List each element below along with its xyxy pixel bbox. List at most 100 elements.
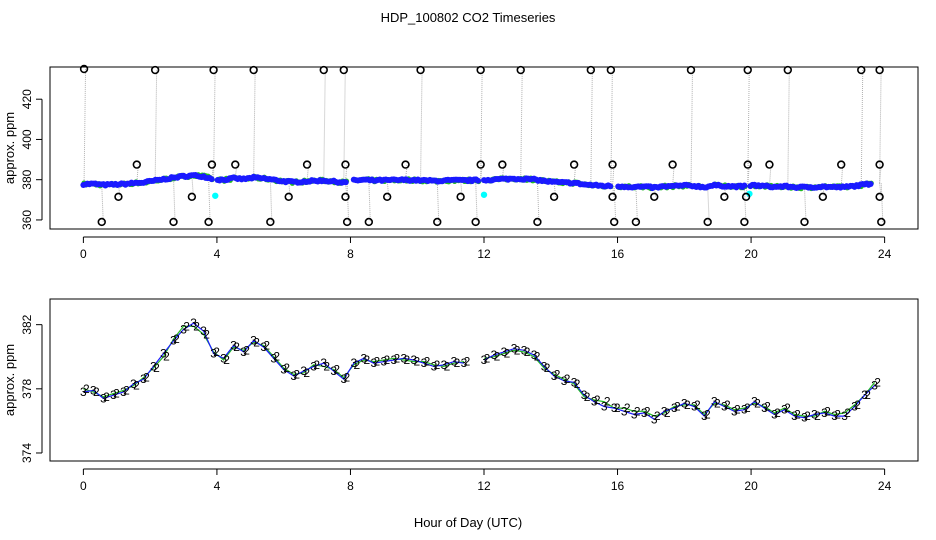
series-green-marker: 2: [684, 398, 691, 412]
series-green-marker: 2: [373, 355, 380, 369]
series-green-marker: 2: [113, 387, 120, 401]
series-blue-marker: 3: [350, 356, 357, 370]
outlier-low-circle: [720, 192, 729, 202]
raw-spike-line: [707, 186, 710, 222]
panel-raw-x-axis: 0 4 8 12 16 20 24: [80, 236, 892, 261]
raw-spike-line: [803, 187, 807, 222]
series-green-marker: 2: [143, 371, 150, 385]
series-green-marker: 2: [263, 339, 270, 353]
raw-spike-line: [343, 70, 346, 183]
series-green-marker: 2: [123, 383, 130, 397]
raw-spike-line: [253, 70, 256, 178]
outlier-low-circle: [703, 217, 712, 227]
raw-spike-line: [480, 70, 483, 181]
series-green-marker: 2: [464, 355, 471, 369]
series-green-marker: 2: [744, 401, 751, 415]
panel-detail-y-tick-label: 374: [20, 443, 34, 463]
series-cyan-point: [480, 191, 488, 198]
raw-spike-line: [613, 186, 617, 222]
raw-spike-line: [520, 70, 523, 179]
series-green-marker: 2: [203, 327, 210, 341]
panel-raw-y-tick-label: 380: [20, 169, 34, 189]
series-blue-marker: 3: [130, 377, 137, 391]
outlier-high-circle: [249, 65, 258, 75]
raw-spike-line: [860, 70, 864, 186]
series-green-marker: 2: [303, 366, 310, 380]
series-blue-marker: 3: [170, 334, 177, 348]
series-blue-point: [208, 176, 215, 183]
outlier-low-circle: [341, 192, 350, 202]
outlier-low-circle: [382, 192, 392, 202]
series-blue-marker: 3: [821, 406, 828, 420]
outlier-low-circle: [114, 192, 123, 202]
raw-spike-line: [743, 186, 747, 222]
outlier-mid-circle: [569, 160, 579, 169]
panel-detail-x-tick-label: 8: [347, 479, 354, 493]
outlier-low-circle: [549, 192, 559, 202]
series-blue-marker: 3: [831, 409, 838, 423]
raw-spike-line: [747, 164, 750, 187]
series-green-marker: 2: [253, 335, 260, 349]
panel-raw-x-tick-label: 16: [611, 247, 625, 261]
series-green-marker: 2: [784, 401, 791, 415]
series-blue-marker: 3: [250, 334, 257, 348]
series-green-marker: 2: [343, 371, 350, 385]
outlier-mid-circle: [207, 160, 217, 169]
outlier-mid-circle: [231, 160, 240, 169]
series-blue-marker: 3: [581, 388, 588, 402]
series-blue-marker: 3: [310, 359, 317, 373]
series-blue-marker: 3: [110, 388, 117, 402]
series-green-marker: 2: [133, 379, 140, 393]
outlier-mid-circle: [302, 160, 312, 169]
series-blue-marker: 3: [120, 385, 127, 399]
panel-detail-x-tick-label: 0: [80, 479, 87, 493]
series-blue-marker: 3: [811, 407, 818, 421]
series-green-marker: 2: [854, 398, 861, 412]
panel-raw-x-tick-label: 4: [214, 247, 221, 261]
series-green-marker: 2: [223, 353, 230, 367]
series-green-marker: 2: [814, 409, 821, 423]
raw-spike-line: [610, 70, 613, 187]
series-blue-marker: 3: [851, 399, 858, 413]
series-green-marker: 2: [844, 406, 851, 420]
series-green-marker: 2: [514, 343, 521, 357]
panel-detail-x-tick-label: 20: [744, 479, 758, 493]
raw-spike-line: [822, 186, 825, 197]
raw-spike-line: [480, 164, 483, 181]
panel-raw-x-tick-label: 20: [744, 247, 758, 261]
series-green-marker: 2: [424, 355, 431, 369]
series-green-marker: 2: [584, 390, 591, 404]
series-blue-marker: 3: [391, 353, 398, 367]
series-green-marker: 2: [93, 385, 100, 399]
outlier-high-circle: [606, 65, 616, 75]
series-blue-marker: 3: [491, 348, 498, 362]
series-green-marker: 2: [363, 353, 370, 367]
raw-spike-line: [173, 177, 176, 222]
series-green-marker: 2: [414, 355, 421, 369]
series-blue-marker: 3: [571, 375, 578, 389]
series-green-marker: 2: [734, 403, 741, 417]
outlier-mid-circle: [668, 160, 677, 169]
raw-spike-line: [269, 179, 273, 222]
series-blue-marker: 3: [210, 347, 217, 361]
series-blue-marker: 3: [771, 407, 778, 421]
series-green-marker: 2: [594, 393, 601, 407]
series-blue-marker: 3: [801, 411, 808, 425]
series-green-marker: 2: [434, 358, 441, 372]
raw-spike-line: [346, 181, 350, 222]
raw-spike-line: [386, 180, 390, 197]
series-green-marker: 2: [83, 382, 90, 396]
series-blue-marker: 3: [611, 401, 618, 415]
outlier-low-circle: [342, 217, 352, 227]
raw-spike-line: [101, 184, 104, 222]
series-blue-marker: 3: [751, 395, 758, 409]
series-green-marker: 2: [774, 406, 781, 420]
series-blue-marker: 3: [180, 322, 187, 336]
series-green-marker: 2: [554, 367, 561, 381]
series-green-marker: 2: [333, 363, 340, 377]
panel-raw-y-tick-label: 360: [20, 210, 34, 230]
outlier-circles: [79, 64, 886, 227]
series-blue-marker: 3: [381, 355, 388, 369]
series-green-marker: 2: [574, 377, 581, 391]
outlier-low-circle: [631, 217, 641, 227]
